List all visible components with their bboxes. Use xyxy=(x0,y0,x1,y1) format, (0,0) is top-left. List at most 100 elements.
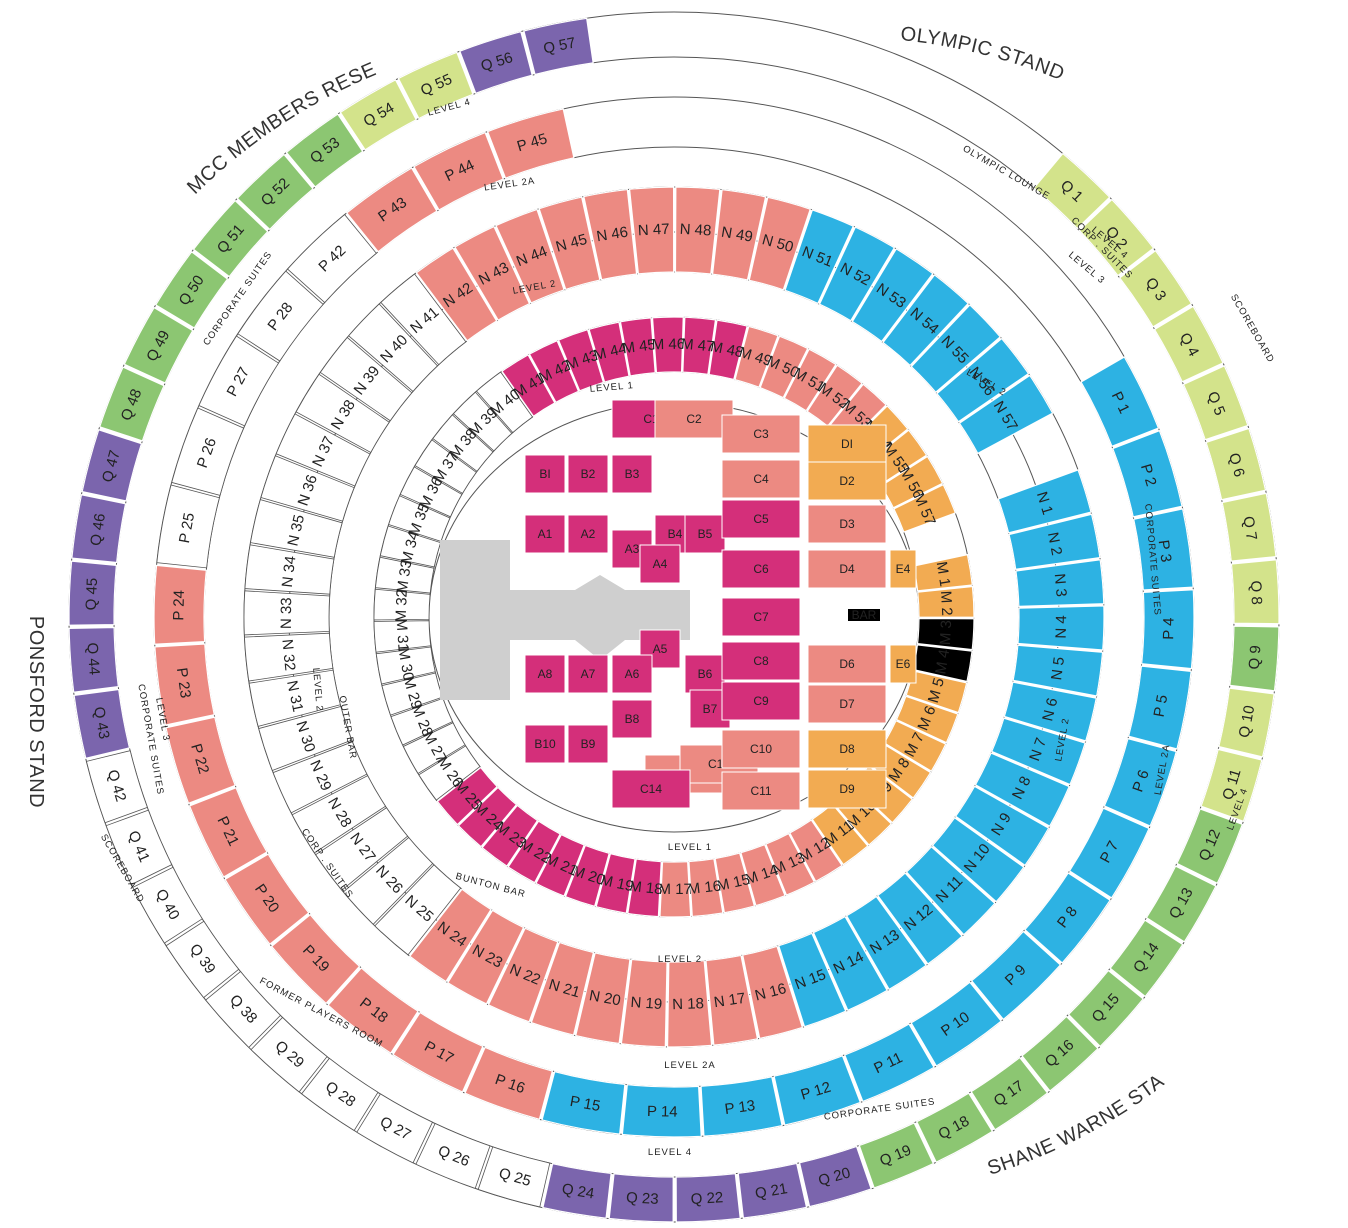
section-m-m17[interactable] xyxy=(659,860,692,918)
section-q-q25[interactable] xyxy=(477,1146,551,1208)
section-n-n49[interactable] xyxy=(711,189,767,281)
section-n-n35[interactable] xyxy=(250,499,343,558)
section-n-n24[interactable] xyxy=(408,888,492,983)
section-m-m37[interactable] xyxy=(414,439,477,494)
section-n-n10[interactable] xyxy=(931,816,1025,903)
section-m-m16[interactable] xyxy=(688,858,724,918)
floor-section-b9[interactable] xyxy=(567,724,609,764)
floor-section-a4[interactable] xyxy=(639,544,681,584)
section-n-n29[interactable] xyxy=(272,741,368,814)
section-q-q48[interactable] xyxy=(98,366,165,442)
section-n-n40[interactable] xyxy=(348,303,439,392)
section-q-q10[interactable] xyxy=(1218,687,1275,758)
section-q-q13[interactable] xyxy=(1145,865,1217,943)
floor-section-d7[interactable] xyxy=(807,684,887,724)
section-p-p5[interactable] xyxy=(1127,665,1192,750)
section-p-p42[interactable] xyxy=(287,214,377,304)
floor-section-a7[interactable] xyxy=(567,654,609,694)
section-n-n41[interactable] xyxy=(380,273,467,366)
floor-section-a2[interactable] xyxy=(567,514,609,554)
section-n-n14[interactable] xyxy=(812,915,888,1012)
section-p-p22[interactable] xyxy=(165,716,236,805)
section-p-p23[interactable] xyxy=(154,643,215,726)
section-n-n37[interactable] xyxy=(275,413,371,487)
floor-section-c8[interactable] xyxy=(721,641,801,681)
section-m-m31[interactable] xyxy=(373,620,432,653)
section-q-q20[interactable] xyxy=(798,1145,872,1208)
section-m-m24[interactable] xyxy=(457,786,518,848)
section-q-q27[interactable] xyxy=(356,1093,433,1164)
section-n-n31[interactable] xyxy=(248,669,341,727)
section-q-q2[interactable] xyxy=(1078,198,1155,277)
section-n-n17[interactable] xyxy=(705,954,759,1046)
section-q-q52[interactable] xyxy=(236,153,314,231)
section-p-p18[interactable] xyxy=(327,967,419,1054)
section-n-n44[interactable] xyxy=(495,208,565,304)
section-q-q43[interactable] xyxy=(73,688,131,760)
section-p-p15[interactable] xyxy=(541,1070,626,1135)
section-n-n38[interactable] xyxy=(295,373,390,453)
section-p-p19[interactable] xyxy=(270,913,361,1005)
floor-section-c4[interactable] xyxy=(721,459,801,499)
section-n-n27[interactable] xyxy=(315,807,409,891)
section-n-n45[interactable] xyxy=(538,196,601,291)
section-n-n15[interactable] xyxy=(777,932,847,1028)
section-q-q50[interactable] xyxy=(154,250,229,329)
section-q-q42[interactable] xyxy=(86,750,148,824)
section-p-p16[interactable] xyxy=(464,1046,554,1121)
section-p-p21[interactable] xyxy=(188,786,268,878)
section-m-m6[interactable] xyxy=(895,695,959,744)
section-q-q56[interactable] xyxy=(459,30,533,95)
section-m-m49[interactable] xyxy=(734,325,779,388)
section-p-p8[interactable] xyxy=(1024,872,1111,964)
section-n-n47[interactable] xyxy=(628,186,675,275)
section-p-p28[interactable] xyxy=(237,270,324,362)
section-m-m44[interactable] xyxy=(588,321,630,383)
section-n-n56[interactable] xyxy=(936,337,1030,423)
floor-section-di[interactable] xyxy=(807,424,887,464)
floor-section-e6[interactable] xyxy=(889,644,917,684)
section-p-p24[interactable] xyxy=(153,564,207,645)
section-p-p27[interactable] xyxy=(198,335,280,427)
section-p-p1[interactable] xyxy=(1080,356,1160,448)
section-m-m26[interactable] xyxy=(418,745,481,801)
section-n-n1[interactable] xyxy=(997,469,1092,534)
section-q-q6[interactable] xyxy=(1205,427,1267,501)
floor-section-c3[interactable] xyxy=(721,414,801,454)
floor-section-c9[interactable] xyxy=(721,681,801,721)
section-q-q51[interactable] xyxy=(192,199,269,278)
section-n-n22[interactable] xyxy=(487,927,559,1023)
section-n-n9[interactable] xyxy=(954,785,1050,867)
section-q-q21[interactable] xyxy=(737,1162,808,1219)
floor-section-d8[interactable] xyxy=(807,729,887,769)
section-n-n4[interactable] xyxy=(1017,605,1105,651)
section-q-q17[interactable] xyxy=(970,1056,1049,1131)
section-p-p13[interactable] xyxy=(700,1076,783,1137)
section-q-q14[interactable] xyxy=(1109,919,1184,998)
section-m-m19[interactable] xyxy=(595,852,636,914)
floor-section-c5[interactable] xyxy=(721,499,801,539)
section-m-m35[interactable] xyxy=(388,495,451,542)
section-m-m32[interactable] xyxy=(373,588,431,621)
section-m-m15[interactable] xyxy=(714,852,756,914)
section-n-n28[interactable] xyxy=(291,775,387,854)
section-n-n26[interactable] xyxy=(342,836,434,925)
section-n-n50[interactable] xyxy=(748,196,812,291)
section-q-q15[interactable] xyxy=(1067,969,1145,1048)
section-n-n48[interactable] xyxy=(674,186,721,275)
section-m-m50[interactable] xyxy=(759,335,809,399)
section-n-n43[interactable] xyxy=(454,225,531,321)
section-q-q39[interactable] xyxy=(165,920,240,999)
section-q-q23[interactable] xyxy=(608,1173,674,1223)
section-p-p2[interactable] xyxy=(1112,429,1183,518)
section-q-q12[interactable] xyxy=(1176,808,1244,885)
section-n-n12[interactable] xyxy=(876,872,963,965)
floor-section-bi[interactable] xyxy=(524,454,566,494)
section-n-n42[interactable] xyxy=(415,247,498,342)
section-n-n32[interactable] xyxy=(244,632,334,682)
section-m-m20[interactable] xyxy=(564,844,610,908)
section-n-n7[interactable] xyxy=(990,717,1086,786)
section-q-q7[interactable] xyxy=(1221,492,1277,562)
section-m-m12[interactable] xyxy=(788,819,843,883)
section-n-n8[interactable] xyxy=(974,752,1070,827)
